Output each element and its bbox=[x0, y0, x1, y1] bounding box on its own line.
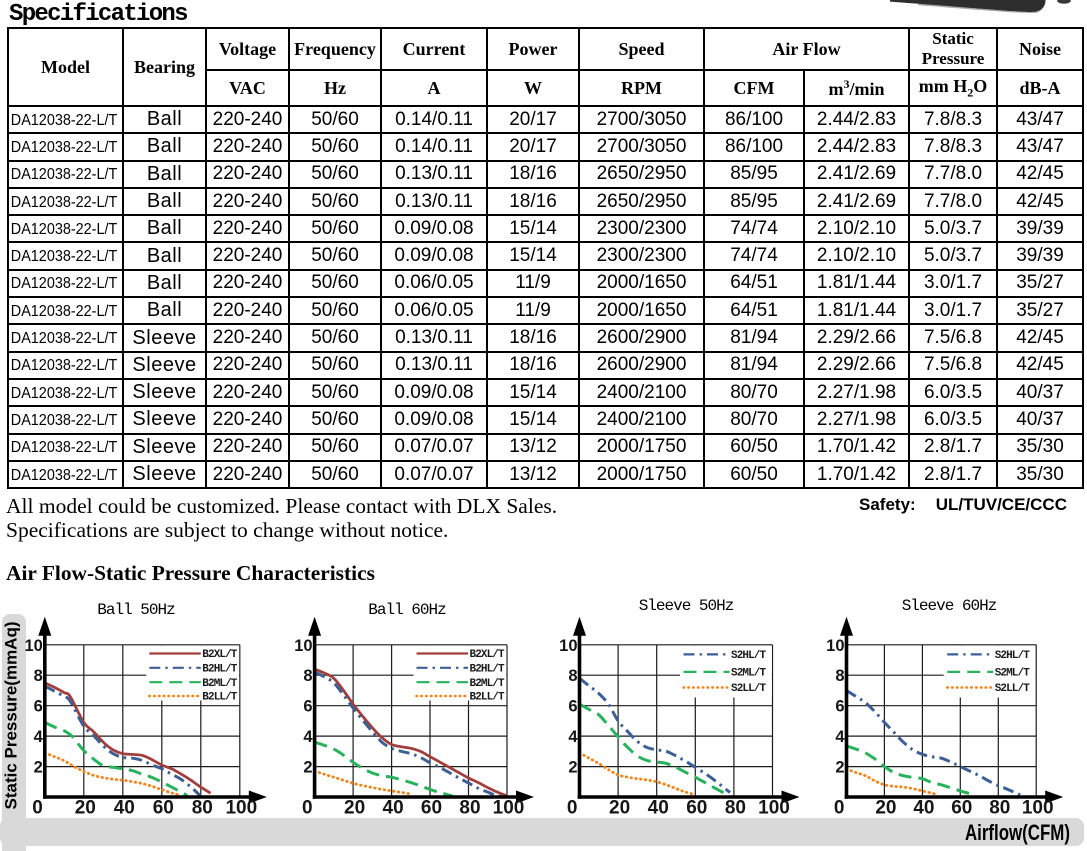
svg-text:40: 40 bbox=[114, 798, 135, 819]
svg-text:60: 60 bbox=[153, 798, 174, 819]
svg-text:6: 6 bbox=[303, 698, 312, 716]
svg-text:Ball 60Hz: Ball 60Hz bbox=[368, 601, 446, 619]
svg-text:60: 60 bbox=[951, 798, 972, 819]
svg-text:10: 10 bbox=[294, 637, 312, 655]
svg-text:8: 8 bbox=[303, 667, 312, 685]
svg-text:40: 40 bbox=[383, 798, 404, 819]
svg-text:100: 100 bbox=[1022, 798, 1054, 819]
svg-text:S2ML/T: S2ML/T bbox=[731, 668, 767, 680]
svg-text:2: 2 bbox=[34, 759, 43, 777]
svg-text:6: 6 bbox=[568, 698, 577, 716]
svg-text:Sleeve 50Hz: Sleeve 50Hz bbox=[639, 597, 734, 615]
svg-text:20: 20 bbox=[875, 798, 896, 819]
svg-text:4: 4 bbox=[568, 728, 578, 746]
svg-text:40: 40 bbox=[648, 798, 669, 819]
svg-text:2: 2 bbox=[568, 759, 577, 777]
svg-text:4: 4 bbox=[34, 728, 44, 746]
svg-text:S2LL/T: S2LL/T bbox=[731, 683, 767, 695]
svg-text:S2ML/T: S2ML/T bbox=[995, 668, 1031, 680]
svg-text:0: 0 bbox=[567, 798, 578, 819]
svg-text:2: 2 bbox=[303, 759, 312, 777]
svg-text:B2HL/T: B2HL/T bbox=[202, 663, 238, 675]
svg-text:80: 80 bbox=[459, 798, 480, 819]
svg-text:60: 60 bbox=[686, 798, 707, 819]
svg-text:B2XL/T: B2XL/T bbox=[470, 649, 506, 661]
svg-text:100: 100 bbox=[758, 798, 790, 819]
svg-text:100: 100 bbox=[225, 798, 257, 819]
svg-text:S2HL/T: S2HL/T bbox=[995, 650, 1031, 662]
svg-text:B2LL/T: B2LL/T bbox=[470, 692, 506, 704]
svg-text:10: 10 bbox=[24, 637, 42, 655]
svg-text:20: 20 bbox=[344, 798, 365, 819]
svg-text:20: 20 bbox=[609, 798, 630, 819]
svg-text:S2LL/T: S2LL/T bbox=[995, 683, 1031, 695]
svg-text:2: 2 bbox=[835, 759, 844, 777]
svg-text:8: 8 bbox=[568, 667, 577, 685]
svg-text:0: 0 bbox=[32, 798, 43, 819]
svg-text:4: 4 bbox=[835, 728, 845, 746]
svg-text:4: 4 bbox=[303, 728, 313, 746]
svg-text:10: 10 bbox=[826, 637, 844, 655]
svg-text:8: 8 bbox=[34, 667, 43, 685]
svg-text:Sleeve 60Hz: Sleeve 60Hz bbox=[902, 597, 997, 615]
svg-text:6: 6 bbox=[835, 698, 844, 716]
svg-text:B2ML/T: B2ML/T bbox=[202, 678, 238, 690]
svg-text:Static Pressure(mmAq): Static Pressure(mmAq) bbox=[2, 621, 21, 809]
svg-text:60: 60 bbox=[421, 798, 442, 819]
svg-text:40: 40 bbox=[913, 798, 934, 819]
svg-text:S2HL/T: S2HL/T bbox=[731, 650, 767, 662]
svg-text:10: 10 bbox=[559, 637, 577, 655]
svg-text:80: 80 bbox=[989, 798, 1010, 819]
svg-text:B2LL/T: B2LL/T bbox=[202, 692, 238, 704]
svg-text:20: 20 bbox=[75, 798, 96, 819]
svg-text:0: 0 bbox=[834, 798, 845, 819]
svg-text:8: 8 bbox=[835, 667, 844, 685]
svg-text:B2XL/T: B2XL/T bbox=[202, 649, 238, 661]
svg-text:80: 80 bbox=[192, 798, 213, 819]
svg-text:B2HL/T: B2HL/T bbox=[470, 663, 506, 675]
svg-text:100: 100 bbox=[493, 798, 525, 819]
svg-text:B2ML/T: B2ML/T bbox=[470, 678, 506, 690]
svg-text:6: 6 bbox=[34, 698, 43, 716]
svg-text:Ball 50Hz: Ball 50Hz bbox=[97, 601, 175, 619]
svg-text:0: 0 bbox=[302, 798, 313, 819]
svg-text:80: 80 bbox=[725, 798, 746, 819]
